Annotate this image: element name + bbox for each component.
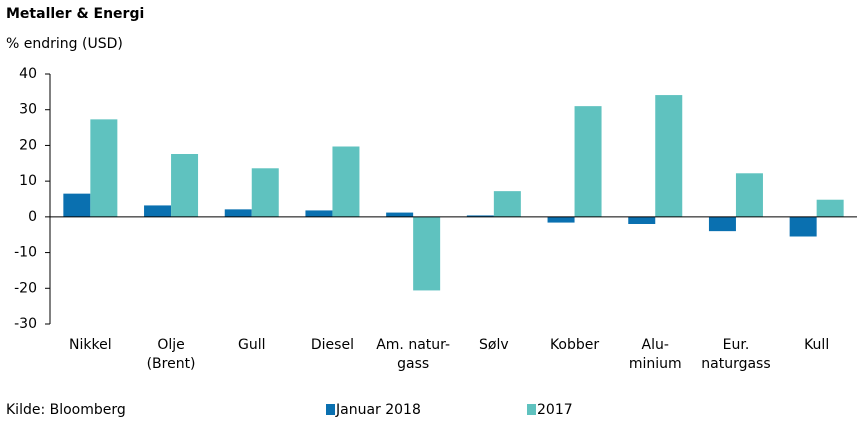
source: Kilde: Bloomberg bbox=[6, 402, 126, 418]
bar bbox=[386, 212, 414, 217]
y-tick-label: 30 bbox=[19, 102, 37, 118]
x-tick-label: Kobber bbox=[550, 337, 599, 353]
x-tick-label: Eur. bbox=[723, 337, 750, 353]
bar bbox=[466, 215, 494, 217]
legend-label: Januar 2018 bbox=[335, 402, 421, 418]
bar bbox=[655, 95, 683, 217]
chart-title: Metaller & Energi bbox=[6, 6, 144, 22]
bar bbox=[628, 216, 656, 224]
bar bbox=[789, 216, 817, 237]
y-tick-label: -30 bbox=[14, 316, 37, 332]
bar bbox=[708, 216, 736, 232]
y-tick-label: -20 bbox=[14, 280, 37, 296]
x-tick-label: Olje bbox=[157, 337, 184, 353]
bar bbox=[90, 119, 118, 217]
y-tick-label: 20 bbox=[19, 137, 37, 153]
x-tick-label: minium bbox=[629, 356, 682, 372]
legend-label: 2017 bbox=[537, 402, 573, 418]
x-tick-label: Diesel bbox=[311, 337, 354, 353]
bar bbox=[816, 199, 844, 217]
bar bbox=[547, 216, 575, 223]
chart-subtitle: % endring (USD) bbox=[6, 36, 123, 52]
bar bbox=[305, 210, 333, 217]
y-tick-label: 0 bbox=[28, 209, 37, 225]
legend-swatch bbox=[326, 404, 335, 415]
bar bbox=[224, 209, 252, 217]
x-tick-label: naturgass bbox=[701, 356, 770, 372]
bar bbox=[574, 106, 602, 217]
bar bbox=[251, 168, 279, 217]
y-tick-label: 10 bbox=[19, 173, 37, 189]
bar bbox=[63, 193, 91, 217]
y-tick-label: 40 bbox=[19, 66, 37, 82]
x-tick-label: Sølv bbox=[479, 337, 509, 353]
x-tick-label: Nikkel bbox=[69, 337, 112, 353]
x-tick-label: Kull bbox=[804, 337, 829, 353]
x-tick-label: Alu- bbox=[642, 337, 669, 353]
x-tick-label: Am. natur- bbox=[376, 337, 450, 353]
bar bbox=[332, 146, 360, 217]
bar bbox=[144, 205, 172, 217]
y-tick-label: -10 bbox=[14, 245, 37, 261]
bar bbox=[735, 173, 763, 217]
bar bbox=[413, 216, 441, 291]
x-tick-label: Gull bbox=[238, 337, 266, 353]
bar bbox=[493, 191, 521, 217]
x-tick-label: (Brent) bbox=[147, 356, 196, 372]
x-tick-label: gass bbox=[397, 356, 429, 372]
legend-swatch bbox=[527, 404, 536, 415]
bar bbox=[171, 154, 199, 217]
